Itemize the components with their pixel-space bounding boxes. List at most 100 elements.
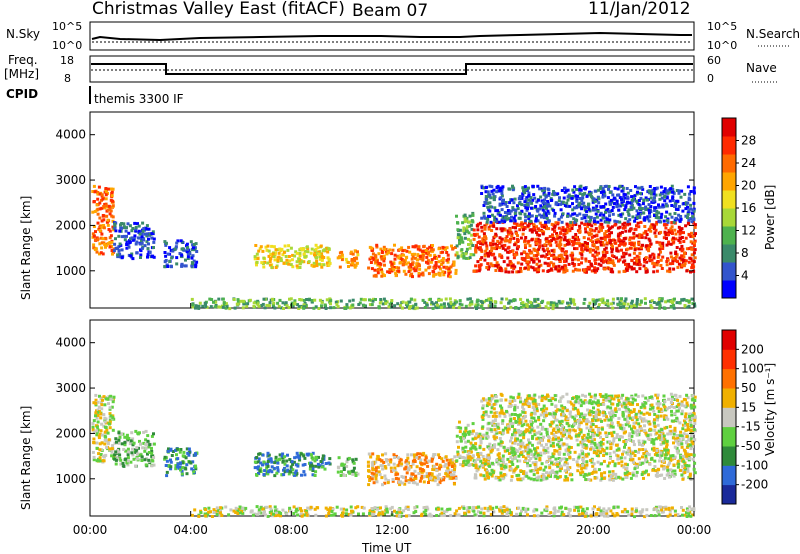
- data-cell: [553, 211, 557, 215]
- data-cell: [665, 222, 669, 226]
- data-cell: [636, 221, 640, 225]
- data-cell: [565, 201, 569, 205]
- data-cell: [276, 461, 280, 465]
- data-cell: [508, 187, 512, 191]
- data-cell: [671, 469, 674, 473]
- data-cell: [643, 225, 647, 228]
- data-cell: [689, 207, 693, 211]
- data-cell: [370, 471, 374, 475]
- data-cell: [519, 305, 523, 309]
- data-cell: [494, 220, 498, 224]
- data-cell: [584, 243, 588, 247]
- data-cell: [103, 420, 107, 424]
- data-cell: [541, 189, 545, 193]
- data-cell: [509, 219, 513, 223]
- data-cell: [547, 269, 551, 273]
- data-cell: [563, 264, 567, 268]
- data-cell: [92, 430, 96, 434]
- data-cell: [302, 298, 306, 302]
- data-cell: [647, 208, 651, 212]
- data-cell: [625, 265, 629, 269]
- data-cell: [603, 194, 607, 198]
- data-cell: [597, 433, 601, 437]
- data-cell: [644, 301, 647, 305]
- data-cell: [435, 303, 439, 307]
- data-cell: [399, 464, 403, 468]
- data-cell: [587, 260, 591, 263]
- data-cell: [437, 265, 441, 269]
- data-cell: [676, 260, 679, 264]
- data-cell: [106, 397, 110, 401]
- data-cell: [519, 297, 523, 301]
- data-cell: [187, 453, 191, 457]
- data-cell: [390, 269, 394, 273]
- data-cell: [376, 465, 380, 469]
- data-cell: [628, 238, 632, 242]
- data-cell: [351, 470, 355, 474]
- data-cell: [543, 189, 546, 193]
- data-cell: [514, 448, 518, 452]
- data-cell: [487, 476, 490, 479]
- data-cell: [592, 197, 596, 201]
- data-cell: [181, 466, 185, 470]
- y-tick-label: 2000: [55, 218, 86, 232]
- data-cell: [506, 250, 510, 254]
- data-cell: [98, 432, 102, 436]
- data-cell: [693, 239, 697, 243]
- data-cell: [650, 438, 654, 441]
- data-cell: [635, 209, 639, 213]
- data-cell: [541, 200, 545, 204]
- data-cell: [440, 457, 444, 461]
- data-cell: [433, 479, 437, 483]
- data-cell: [511, 441, 515, 445]
- data-cell: [502, 445, 506, 449]
- data-cell: [432, 453, 436, 457]
- data-cell: [482, 474, 486, 478]
- data-cell: [660, 205, 664, 209]
- data-cell: [367, 266, 371, 270]
- data-cell: [98, 201, 102, 205]
- data-cell: [524, 456, 528, 460]
- data-cell: [601, 299, 605, 303]
- data-cell: [532, 193, 536, 197]
- data-cell: [566, 195, 570, 199]
- data-cell: [626, 470, 630, 474]
- data-cell: [546, 187, 550, 191]
- data-cell: [604, 209, 608, 213]
- data-cell: [380, 270, 384, 274]
- data-cell: [486, 252, 490, 256]
- data-cell: [520, 252, 524, 256]
- data-cell: [621, 240, 624, 244]
- data-cell: [336, 465, 340, 469]
- data-cell: [475, 432, 479, 436]
- data-cell: [573, 212, 577, 216]
- data-cell: [415, 455, 419, 459]
- data-cell: [147, 227, 151, 231]
- data-cell: [257, 460, 261, 464]
- data-cell: [467, 455, 471, 459]
- data-cell: [565, 254, 569, 258]
- data-cell: [376, 455, 380, 459]
- data-cell: [448, 471, 452, 475]
- data-cell: [493, 218, 497, 222]
- data-cell: [547, 263, 551, 267]
- data-cell: [564, 266, 568, 270]
- data-cell: [592, 451, 596, 455]
- data-cell: [518, 228, 522, 232]
- data-cell: [637, 261, 641, 265]
- data-cell: [92, 419, 96, 423]
- data-cell: [606, 304, 610, 308]
- data-cell: [555, 449, 559, 453]
- data-cell: [461, 456, 465, 459]
- data-cell: [194, 306, 197, 310]
- data-cell: [168, 260, 172, 263]
- data-cell: [545, 471, 548, 475]
- data-cell: [611, 205, 615, 209]
- data-cell: [140, 232, 144, 236]
- data-cell: [530, 258, 534, 262]
- data-cell: [615, 247, 619, 251]
- data-cell: [647, 249, 651, 253]
- data-cell: [519, 477, 522, 481]
- data-cell: [322, 263, 326, 267]
- data-cell: [582, 433, 586, 437]
